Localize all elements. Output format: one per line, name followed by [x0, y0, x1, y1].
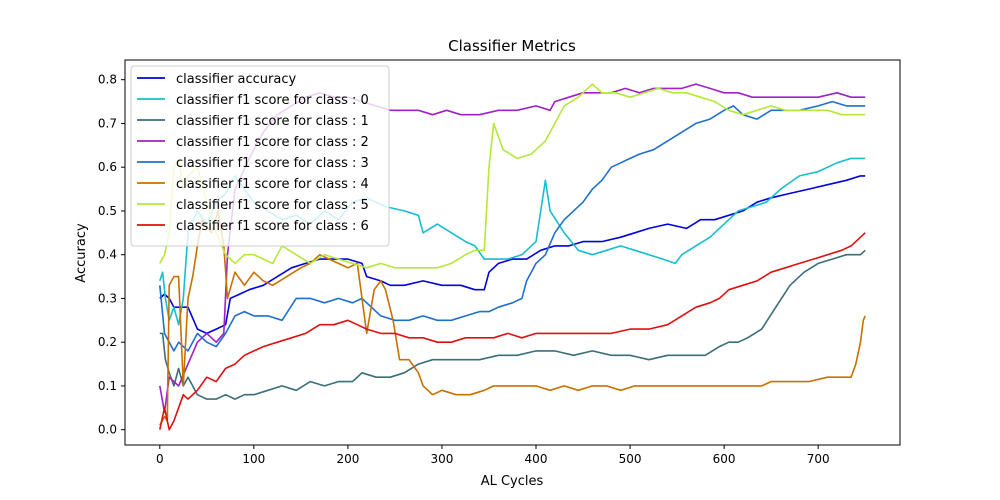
legend-label-6: classifier f1 score for class : 5 — [176, 198, 369, 213]
y-tick-label: 0.0 — [98, 423, 117, 437]
legend-box — [130, 65, 390, 247]
series-line-3 — [159, 83, 866, 413]
y-tick-label: 0.6 — [98, 160, 117, 174]
x-axis-title: AL Cycles — [481, 474, 544, 489]
x-tick-label: 600 — [713, 452, 736, 466]
y-axis-title: Accuracy — [74, 223, 89, 283]
legend-label-3: classifier f1 score for class : 2 — [176, 135, 369, 150]
legend-label-2: classifier f1 score for class : 1 — [176, 114, 369, 129]
series-line-6 — [159, 83, 866, 269]
y-tick-label: 0.1 — [98, 379, 117, 393]
series-line-0 — [159, 175, 866, 335]
plot-area — [159, 83, 866, 431]
legend-label-7: classifier f1 score for class : 6 — [176, 219, 369, 234]
x-tick-label: 100 — [242, 452, 265, 466]
x-tick-label: 200 — [336, 452, 359, 466]
x-tick-label: 500 — [619, 452, 642, 466]
legend-label-5: classifier f1 score for class : 4 — [176, 177, 369, 192]
y-tick-label: 0.2 — [98, 335, 117, 349]
y-tick-label: 0.3 — [98, 291, 117, 305]
y-tick-label: 0.5 — [98, 204, 117, 218]
axes-frame — [124, 59, 901, 446]
axes: 0 100 200 300 400 500 600 700 0.0 0.1 0.2 0.3 0.4 0.5… — [98, 59, 901, 466]
legend-label-0: classifier accuracy — [176, 72, 297, 87]
y-tick-label: 0.8 — [98, 73, 117, 87]
chart-title: Classifier Metrics — [448, 37, 576, 55]
series-line-7 — [159, 232, 866, 431]
legend: classifier accuracy classifier f1 score f… — [130, 65, 390, 247]
x-tick-label: 700 — [807, 452, 830, 466]
x-tick-label: 400 — [525, 452, 548, 466]
y-tick-label: 0.4 — [98, 248, 117, 262]
series-line-2 — [159, 249, 866, 400]
x-tick-label: 0 — [156, 452, 164, 466]
legend-label-4: classifier f1 score for class : 3 — [176, 156, 369, 171]
legend-label-1: classifier f1 score for class : 0 — [176, 93, 369, 108]
y-tick-label: 0.7 — [98, 116, 117, 130]
x-tick-label: 300 — [431, 452, 454, 466]
series-line-4 — [159, 100, 866, 352]
